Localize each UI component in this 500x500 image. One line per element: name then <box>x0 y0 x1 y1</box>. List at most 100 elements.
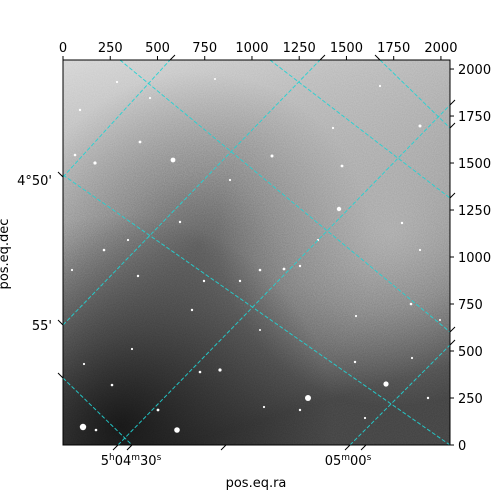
world-tick-mark <box>449 326 456 333</box>
world-tick-mark <box>57 372 64 379</box>
world-tick-mark <box>360 444 367 451</box>
grid-line <box>63 174 450 445</box>
star <box>94 428 98 432</box>
y-axis-title: pos.eq.dec <box>0 219 12 290</box>
world-tick-mark <box>169 54 176 61</box>
star <box>238 279 242 283</box>
star <box>262 405 266 409</box>
star <box>148 96 152 100</box>
x-tick-label: 1000 <box>235 41 268 56</box>
y-tick-label: 0 <box>458 439 466 454</box>
star <box>418 248 422 252</box>
world-tick-mark <box>449 192 456 199</box>
noise-texture <box>63 60 450 445</box>
star <box>136 274 140 278</box>
star <box>156 408 160 412</box>
star <box>409 302 413 306</box>
dec-tick-label: 4°50' <box>17 174 52 189</box>
star <box>73 153 77 157</box>
star <box>78 108 82 112</box>
world-tick-mark <box>374 54 381 61</box>
world-tick-mark <box>344 444 351 451</box>
star <box>218 368 222 372</box>
star <box>418 124 422 128</box>
y-tick-label: 1000 <box>458 251 491 266</box>
star <box>138 140 142 144</box>
star <box>383 381 389 387</box>
star <box>202 279 206 283</box>
y-tick-label: 500 <box>458 345 483 360</box>
star <box>400 221 404 225</box>
star <box>228 178 232 182</box>
x-pixel-ticks: 0 250 500 750 1000 1250 1500 1750 2000 <box>59 41 457 60</box>
star <box>282 267 286 271</box>
x-tick-label: 1750 <box>377 41 410 56</box>
grid-line <box>119 60 450 333</box>
star <box>363 416 367 420</box>
star <box>354 314 358 318</box>
star <box>259 329 261 331</box>
star <box>79 423 87 431</box>
world-tick-mark <box>57 319 64 326</box>
grid-line <box>117 104 450 445</box>
y-tick-label: 1750 <box>458 110 491 125</box>
world-tick-mark <box>319 54 326 61</box>
y-tick-label: 1500 <box>458 157 491 172</box>
grid-line <box>379 60 450 129</box>
star <box>298 264 302 268</box>
star <box>298 408 302 412</box>
grid-line <box>269 60 450 199</box>
star <box>70 268 74 272</box>
world-tick-mark <box>126 444 133 451</box>
ra-tick-label: 05m00s <box>325 453 372 469</box>
star <box>378 84 382 88</box>
star <box>336 206 342 212</box>
star <box>102 248 106 252</box>
grid-line <box>63 60 171 178</box>
image-panel <box>63 60 450 445</box>
star <box>93 161 97 165</box>
star <box>126 238 130 242</box>
grid-line <box>349 344 450 445</box>
world-tick-mark <box>449 122 456 129</box>
y-tick-label: 2000 <box>458 63 491 78</box>
world-ticks: 5h04m30s 05m00s 4°50' 55' <box>17 54 456 469</box>
x-tick-label: 2000 <box>424 41 457 56</box>
star <box>340 164 344 168</box>
star <box>353 360 357 364</box>
star <box>170 157 176 163</box>
dec-tick-label: 55' <box>32 319 52 334</box>
star <box>82 362 86 366</box>
star <box>270 154 274 158</box>
x-tick-label: 250 <box>98 41 123 56</box>
star <box>331 126 335 130</box>
coordinate-grid <box>63 60 450 445</box>
star <box>426 396 430 400</box>
star <box>174 427 180 433</box>
star <box>178 220 182 224</box>
star <box>198 370 202 374</box>
y-tick-label: 1250 <box>458 204 491 219</box>
x-tick-label: 0 <box>59 41 67 56</box>
grid-line <box>63 60 321 326</box>
world-tick-mark <box>220 444 227 451</box>
grid-line <box>63 377 133 445</box>
world-tick-mark <box>57 171 64 178</box>
x-tick-label: 1500 <box>330 41 363 56</box>
star <box>439 319 441 321</box>
y-tick-label: 250 <box>458 392 483 407</box>
star <box>410 356 414 360</box>
world-tick-mark <box>449 339 456 346</box>
star <box>214 78 216 80</box>
ra-tick-label: 5h04m30s <box>101 453 162 469</box>
star-field <box>70 78 441 433</box>
world-tick-mark <box>112 444 119 451</box>
star <box>130 347 134 351</box>
y-tick-label: 750 <box>458 298 483 313</box>
x-tick-label: 750 <box>192 41 217 56</box>
y-pixel-ticks: 0 250 500 750 1000 1250 1500 1750 2000 <box>450 63 491 454</box>
x-axis-title: pos.eq.ra <box>226 476 287 491</box>
world-tick-mark <box>449 99 456 106</box>
star <box>258 268 262 272</box>
